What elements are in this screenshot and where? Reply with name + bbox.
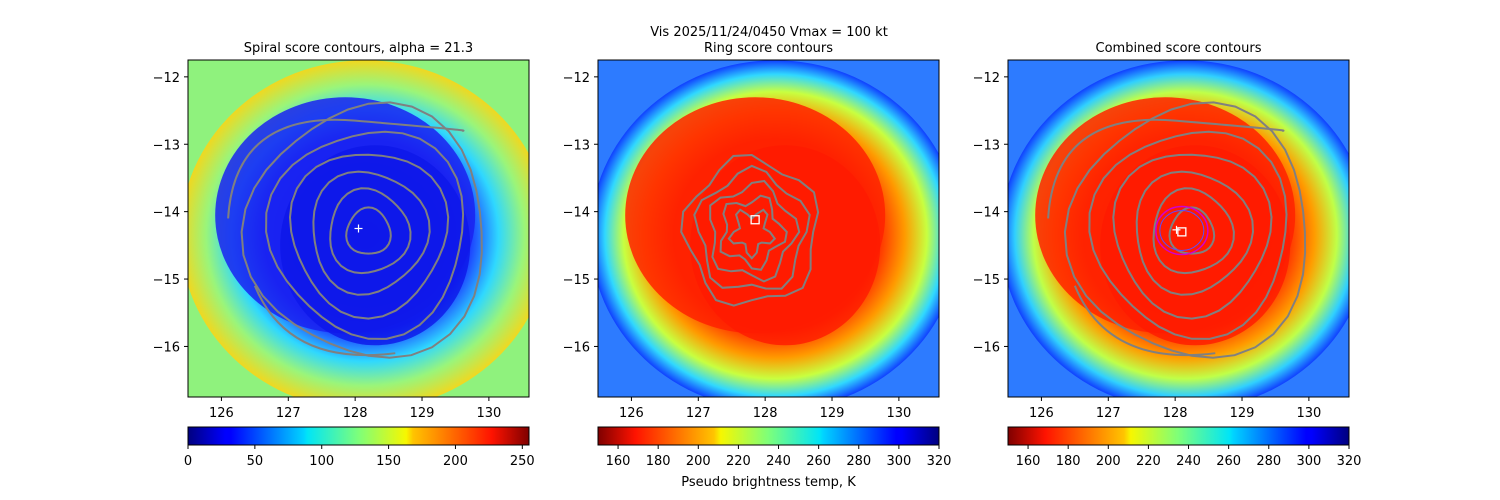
colorbar-tick-label: 200 xyxy=(1096,454,1121,469)
y-tick-label: −12 xyxy=(153,71,180,86)
panel-title: Ring score contours xyxy=(704,41,833,56)
panel-3: Combined score contours 126 127 128 129 130 −1… xyxy=(973,41,1362,469)
colorbar-tick-label: 0 xyxy=(184,454,192,469)
y-tick-label: −13 xyxy=(563,138,590,153)
x-tick-label: 129 xyxy=(820,406,845,421)
center-square-marker xyxy=(750,215,760,225)
score-contours xyxy=(227,101,483,359)
y-tick-label: −16 xyxy=(563,340,590,355)
colorbar-tick-label: 200 xyxy=(443,454,468,469)
colorbar-tick-label: 220 xyxy=(726,454,751,469)
panel-2: Ring score contours 126 127 128 129 130 −12 −13… xyxy=(563,41,952,490)
colorbar-tick-label: 220 xyxy=(1136,454,1161,469)
colorbar-tick-label: 280 xyxy=(846,454,871,469)
x-tick-label: 128 xyxy=(1163,406,1188,421)
y-tick-label: −15 xyxy=(973,273,1000,288)
panel-title: Spiral score contours, alpha = 21.3 xyxy=(244,41,473,56)
colorbar-tick-label: 200 xyxy=(686,454,711,469)
colorbar-tick-label: 300 xyxy=(1296,454,1321,469)
y-tick-label: −14 xyxy=(153,206,180,221)
figure-suptitle: Vis 2025/11/24/0450 Vmax = 100 kt xyxy=(650,25,888,40)
x-tick-label: 126 xyxy=(209,406,234,421)
colorbar-label: Pseudo brightness temp, K xyxy=(681,475,856,490)
y-tick-label: −14 xyxy=(973,206,1000,221)
colorbar xyxy=(187,426,530,446)
colorbar xyxy=(597,426,940,446)
colorbar-tick-label: 160 xyxy=(606,454,631,469)
colorbar-tick-label: 320 xyxy=(1337,454,1362,469)
x-tick-label: 127 xyxy=(686,406,711,421)
heatmap-image xyxy=(598,60,939,397)
y-tick-label: −12 xyxy=(973,71,1000,86)
x-tick-label: 127 xyxy=(1096,406,1121,421)
colorbar-tick-label: 180 xyxy=(646,454,671,469)
y-tick-label: −15 xyxy=(563,273,590,288)
x-tick-label: 126 xyxy=(619,406,644,421)
colorbar-tick-label: 160 xyxy=(1016,454,1041,469)
colorbar-tick-label: 150 xyxy=(376,454,401,469)
x-tick-label: 127 xyxy=(276,406,301,421)
colorbar-tick-label: 320 xyxy=(927,454,952,469)
center-square-marker xyxy=(1177,227,1187,237)
colorbar-tick-label: 100 xyxy=(309,454,334,469)
axes-frame xyxy=(187,59,530,398)
panel-title: Combined score contours xyxy=(1096,41,1262,56)
colorbar-tick-label: 240 xyxy=(1176,454,1201,469)
eye-circle-inner xyxy=(1159,210,1205,252)
panel-1: Spiral score contours, alpha = 21.3 126 12… xyxy=(153,41,535,469)
y-tick-label: −12 xyxy=(563,71,590,86)
y-tick-label: −14 xyxy=(563,206,590,221)
heatmap-image xyxy=(1008,60,1349,397)
x-tick-label: 130 xyxy=(476,406,501,421)
y-tick-label: −16 xyxy=(973,340,1000,355)
colorbar-tick-label: 280 xyxy=(1256,454,1281,469)
colorbar-tick-label: 250 xyxy=(510,454,535,469)
eye-circle xyxy=(1155,205,1209,256)
score-contours xyxy=(680,153,820,307)
center-plus-marker xyxy=(354,224,363,233)
y-tick-label: −15 xyxy=(153,273,180,288)
y-tick-label: −13 xyxy=(973,138,1000,153)
colorbar-tick-label: 180 xyxy=(1056,454,1081,469)
y-tick-label: −13 xyxy=(153,138,180,153)
y-tick-label: −16 xyxy=(153,340,180,355)
x-tick-label: 130 xyxy=(1296,406,1321,421)
x-tick-label: 126 xyxy=(1029,406,1054,421)
x-tick-label: 128 xyxy=(343,406,368,421)
colorbar xyxy=(1007,426,1350,446)
colorbar-tick-label: 50 xyxy=(247,454,264,469)
axes-frame xyxy=(1007,59,1350,398)
colorbar-tick-label: 300 xyxy=(886,454,911,469)
axes-frame xyxy=(597,59,940,398)
center-plus-marker xyxy=(1172,225,1181,234)
colorbar-tick-label: 260 xyxy=(806,454,831,469)
colorbar-tick-label: 240 xyxy=(766,454,791,469)
colorbar-tick-label: 260 xyxy=(1216,454,1241,469)
score-contours xyxy=(1047,101,1307,359)
x-tick-label: 129 xyxy=(410,406,435,421)
x-tick-label: 130 xyxy=(886,406,911,421)
x-tick-label: 129 xyxy=(1230,406,1255,421)
x-tick-label: 128 xyxy=(753,406,778,421)
heatmap-image xyxy=(188,60,529,397)
